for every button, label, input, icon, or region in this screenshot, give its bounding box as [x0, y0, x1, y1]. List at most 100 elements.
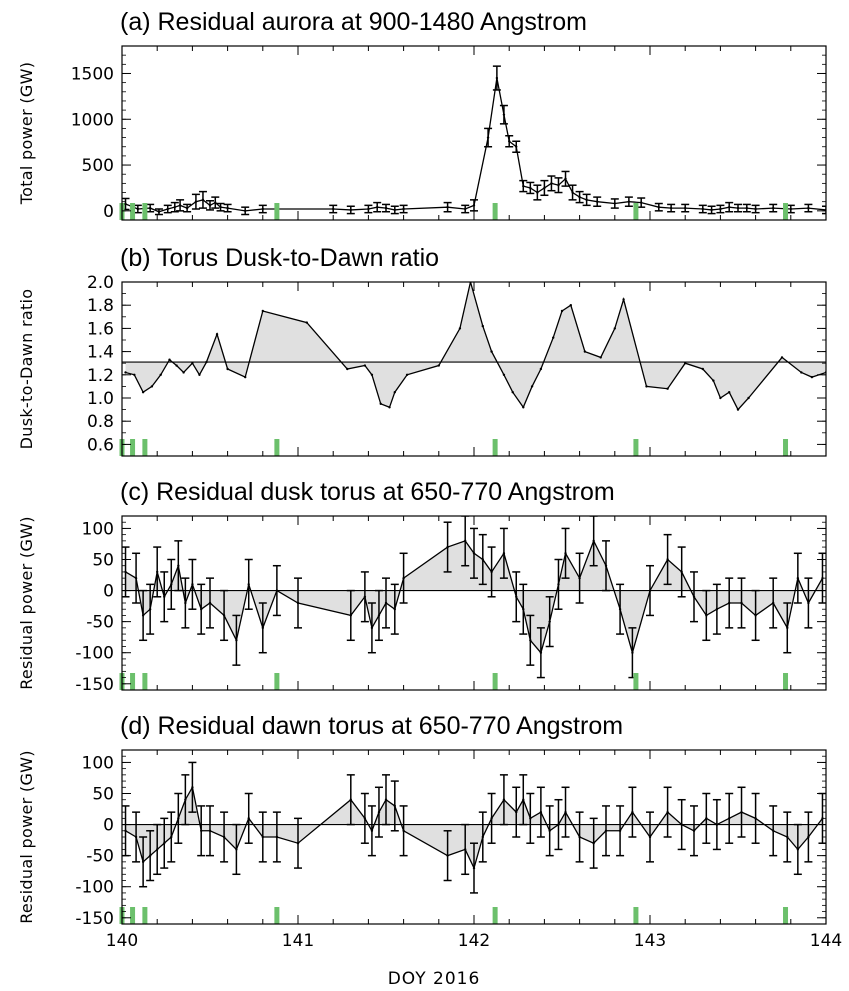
event-marker — [492, 203, 498, 220]
data-point — [222, 614, 226, 617]
event-marker — [142, 439, 148, 456]
data-point — [370, 626, 374, 630]
data-point — [684, 362, 687, 365]
data-point — [680, 570, 683, 574]
data-point — [728, 601, 731, 605]
data-point — [807, 601, 810, 605]
y-tick-label: -100 — [75, 644, 114, 664]
data-point — [393, 804, 396, 808]
data-point — [363, 364, 367, 367]
shaded-area — [125, 282, 826, 410]
data-point — [596, 200, 599, 203]
data-point — [384, 798, 388, 801]
data-point — [141, 391, 145, 394]
data-point — [490, 350, 493, 353]
data-point — [715, 608, 719, 611]
series-line — [125, 77, 826, 213]
data-point — [379, 402, 382, 405]
data-point — [402, 829, 405, 832]
event-markers — [119, 673, 789, 690]
data-point — [133, 373, 136, 376]
data-point — [235, 848, 238, 851]
data-point — [585, 198, 588, 202]
data-point — [134, 576, 138, 580]
data-point — [446, 545, 449, 549]
data-point — [772, 829, 775, 832]
error-bars — [122, 65, 826, 216]
data-point — [539, 810, 543, 814]
y-tick-label: 1500 — [71, 64, 114, 84]
data-point — [136, 207, 140, 211]
data-point — [148, 608, 152, 611]
data-point — [796, 848, 800, 851]
data-point — [182, 371, 185, 374]
event-markers — [119, 439, 789, 456]
data-point — [789, 207, 792, 211]
y-tick-label: 0.6 — [87, 435, 114, 455]
data-point — [166, 207, 169, 211]
data-point — [349, 208, 352, 212]
data-point — [508, 140, 511, 143]
x-ticks — [121, 46, 827, 220]
data-point — [786, 626, 789, 630]
y-tick-label: 1000 — [71, 110, 114, 130]
data-points — [124, 786, 824, 870]
data-point — [560, 309, 564, 313]
data-point — [296, 601, 300, 605]
data-point — [185, 206, 189, 210]
data-point — [719, 207, 722, 211]
event-marker — [783, 673, 789, 690]
data-point — [550, 182, 553, 185]
data-point — [481, 835, 484, 839]
data-point — [631, 810, 634, 814]
data-point — [715, 823, 719, 826]
data-point — [604, 564, 608, 567]
data-point — [124, 202, 127, 206]
data-point — [807, 206, 810, 210]
data-point — [599, 356, 602, 359]
data-point — [548, 829, 551, 832]
data-point — [393, 608, 396, 611]
data-point — [222, 835, 226, 839]
data-point — [627, 200, 631, 203]
data-point — [728, 391, 731, 394]
data-point — [208, 829, 212, 832]
data-point — [141, 614, 145, 617]
data-point — [557, 184, 560, 187]
data-point — [198, 373, 201, 376]
y-tick-label: 1.8 — [87, 296, 114, 316]
data-point — [515, 595, 518, 598]
data-point — [405, 373, 409, 376]
data-point — [124, 371, 127, 374]
data-point — [472, 552, 476, 555]
data-point — [780, 356, 784, 359]
data-point — [502, 552, 506, 555]
data-point — [564, 810, 567, 814]
data-point — [481, 324, 484, 328]
panel-title: (b) Torus Dusk-to-Dawn ratio — [120, 244, 439, 272]
data-point — [226, 206, 229, 210]
data-point — [692, 595, 696, 598]
event-marker — [274, 907, 280, 924]
data-point — [191, 583, 194, 586]
data-point — [529, 817, 532, 820]
data-point — [796, 576, 800, 580]
y-tick-label: 2.0 — [87, 273, 114, 293]
data-point — [235, 639, 238, 642]
data-points — [124, 539, 824, 654]
data-point — [393, 391, 396, 394]
data-point — [502, 798, 506, 801]
x-ticks — [121, 516, 827, 690]
data-point — [515, 145, 518, 148]
event-marker — [130, 907, 136, 924]
event-marker — [633, 907, 639, 924]
data-point — [666, 387, 669, 390]
data-point — [296, 842, 300, 845]
data-point — [247, 817, 250, 820]
y-ticks: -150 -100 -50 0 50 100 — [75, 749, 826, 929]
data-point — [772, 601, 775, 605]
data-point — [141, 860, 145, 864]
event-marker — [142, 907, 148, 924]
y-tick-label: 0 — [103, 582, 114, 602]
data-point — [370, 373, 374, 376]
